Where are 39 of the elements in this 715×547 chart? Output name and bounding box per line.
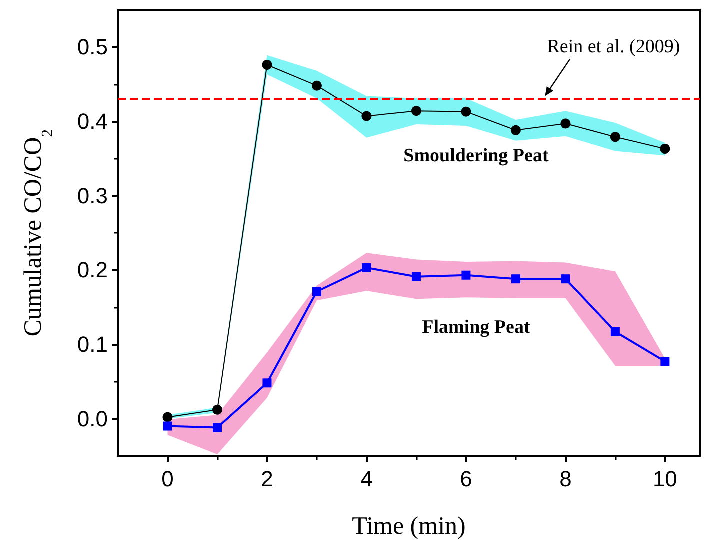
x-tick-label: 2	[261, 466, 274, 492]
x-tick-label: 10	[652, 466, 678, 492]
y-tick-label: 0.2	[77, 258, 108, 283]
x-tick-label: 4	[360, 466, 373, 492]
point	[312, 287, 322, 296]
ref-line-label: Rein et al. (2009)	[547, 36, 680, 58]
x-axis-title: Time (min)	[352, 513, 466, 540]
point	[510, 125, 521, 136]
point	[163, 422, 172, 431]
x-tick-label: 6	[460, 466, 472, 492]
y-tick-label: 0.3	[77, 183, 108, 208]
point	[462, 270, 471, 280]
point	[312, 80, 322, 91]
point	[560, 118, 571, 129]
point	[362, 111, 372, 122]
x-tick-label: 8	[560, 466, 572, 492]
series-label: Flaming Peat	[422, 317, 531, 338]
point	[212, 404, 222, 415]
point	[461, 106, 472, 117]
point	[362, 263, 372, 272]
y-tick-label: 0.5	[77, 34, 108, 60]
series-label: Smouldering Peat	[404, 145, 550, 166]
point	[610, 132, 620, 142]
point	[561, 274, 570, 284]
point	[511, 274, 520, 284]
point	[262, 60, 272, 70]
point	[411, 106, 422, 116]
point	[610, 327, 620, 336]
y-tick-label: 0.0	[77, 406, 108, 432]
point	[212, 423, 222, 432]
y-axis-title: Cumulative CO/CO2	[20, 129, 56, 337]
x-tick-label: 0	[162, 466, 174, 492]
y-tick-label: 0.4	[77, 109, 108, 134]
y-tick-label: 0.1	[77, 332, 108, 357]
point	[262, 378, 272, 388]
point	[660, 144, 670, 154]
point	[660, 357, 670, 366]
point	[162, 412, 173, 422]
point	[412, 272, 421, 282]
